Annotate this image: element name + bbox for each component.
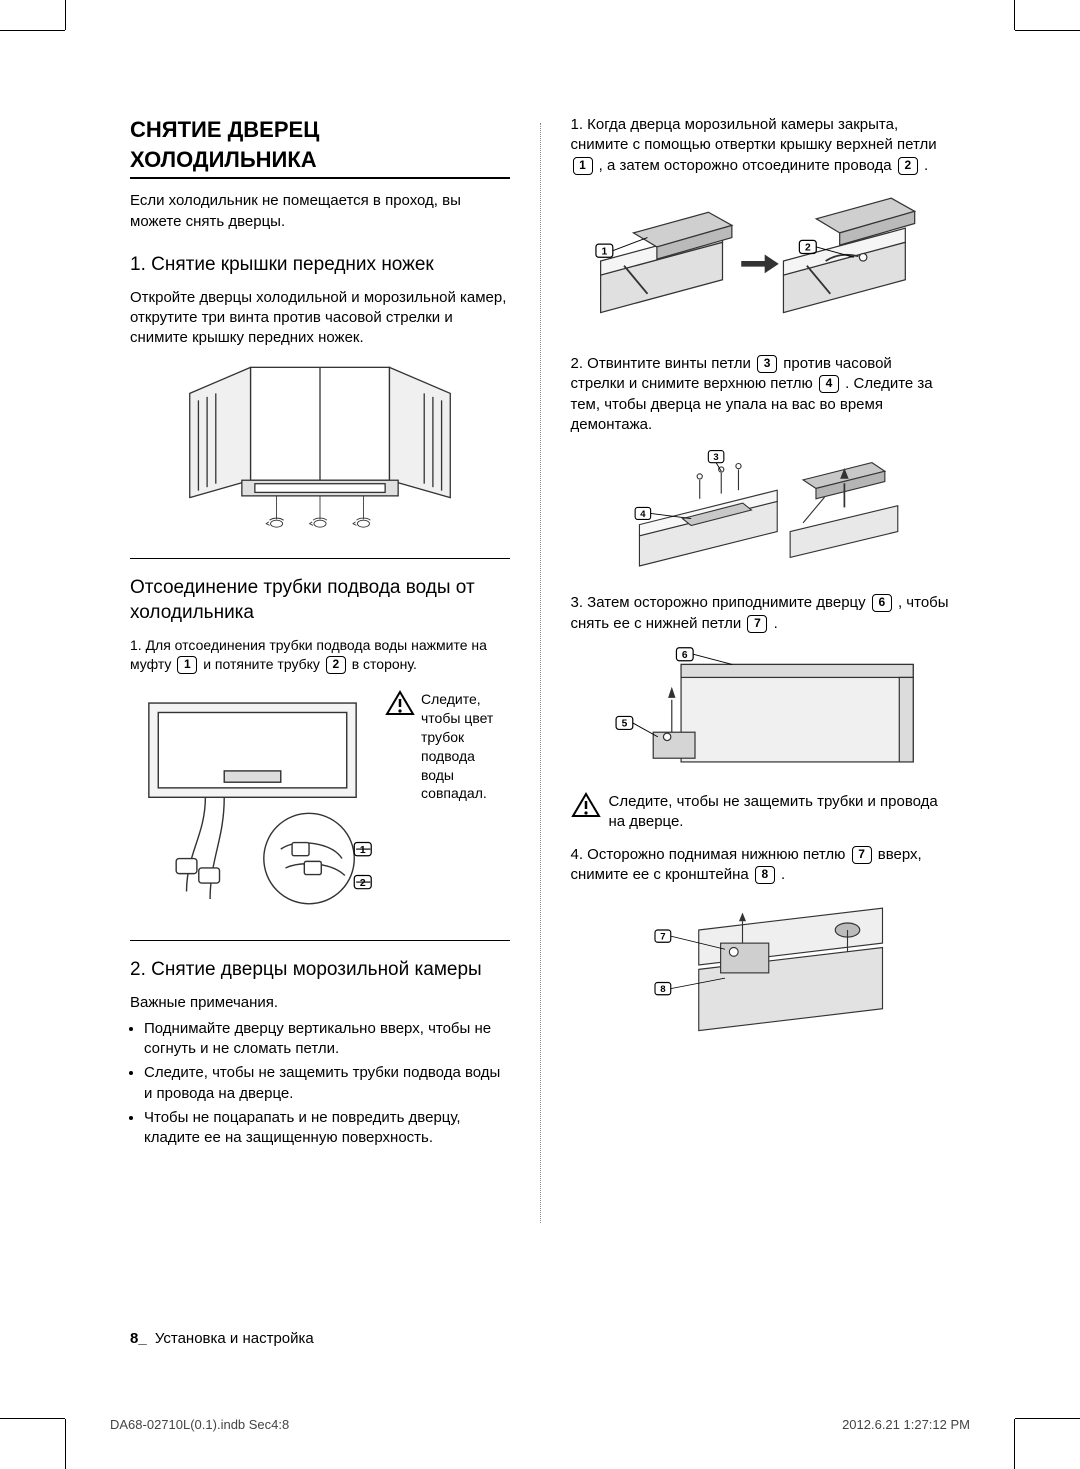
left-column: СНЯТИЕ ДВЕРЕЦ ХОЛОДИЛЬНИКА Если холодиль… (130, 115, 510, 1369)
main-title: СНЯТИЕ ДВЕРЕЦ ХОЛОДИЛЬНИКА (130, 115, 510, 179)
diagram-hinge-cover: 1 2 (571, 186, 951, 342)
right-step1: 1. Когда дверца морозильной камеры закры… (571, 115, 951, 176)
text: . (924, 157, 928, 174)
text: 2. Отвинтите винты петли (571, 355, 756, 372)
warning-text: Следите, чтобы не защемить трубки и пров… (609, 792, 951, 833)
water-title: Отсоединение трубки подвода воды от холо… (130, 575, 510, 626)
section2-bullets: Поднимайте дверцу вертикально вверх, что… (130, 1019, 510, 1149)
text: . (774, 615, 778, 632)
section2-title: 2. Снятие дверцы морозильной камеры (130, 957, 510, 983)
svg-text:7: 7 (660, 932, 665, 943)
svg-text:3: 3 (714, 452, 719, 463)
warning-icon (385, 690, 415, 716)
callout-1: 1 (573, 157, 593, 175)
bullet-item: Чтобы не поцарапать и не повредить дверц… (144, 1108, 510, 1149)
callout-2: 2 (326, 656, 346, 674)
text: 3. Затем осторожно приподнимите дверцу (571, 594, 870, 611)
svg-text:4: 4 (640, 509, 646, 520)
column-separator (540, 123, 541, 1223)
divider (130, 558, 510, 559)
callout-8: 8 (755, 866, 775, 884)
section1-desc: Откройте дверцы холодильной и морозильно… (130, 288, 510, 349)
callout-3: 3 (757, 355, 777, 373)
callout-7: 7 (747, 615, 767, 633)
diagram-top-hinge: 3 4 (571, 445, 951, 581)
svg-text:2: 2 (360, 878, 366, 889)
diagram-front-legs (130, 358, 510, 539)
text: и потяните трубку (203, 656, 324, 672)
warning-icon (571, 792, 601, 818)
water-warning: Следите, чтобы цвет трубок подвода воды … (421, 690, 505, 803)
crop-mark (1015, 30, 1080, 31)
section2-note: Важные примечания. (130, 993, 510, 1013)
svg-text:1: 1 (602, 246, 608, 257)
diagram-bottom-hinge: 7 8 (571, 895, 951, 1041)
crop-mark (0, 1418, 65, 1419)
crop-mark (65, 0, 66, 30)
page-number: 8_ (130, 1330, 147, 1347)
callout-7: 7 (852, 846, 872, 864)
svg-text:8: 8 (660, 984, 666, 995)
crop-mark (1015, 1418, 1080, 1419)
right-warning: Следите, чтобы не защемить трубки и пров… (571, 792, 951, 833)
water-step1: 1. Для отсоединения трубки подвода воды … (130, 636, 510, 674)
svg-text:6: 6 (682, 650, 688, 661)
crop-mark (1014, 1419, 1015, 1469)
text: в сторону. (352, 656, 417, 672)
print-footer-left: DA68-02710L(0.1).indb Sec4:8 (110, 1416, 289, 1434)
crop-mark (65, 1419, 66, 1469)
callout-2: 2 (898, 157, 918, 175)
text: , а затем осторожно отсоедините провода (599, 157, 896, 174)
svg-text:5: 5 (622, 718, 628, 729)
bullet-item: Следите, чтобы не защемить трубки подвод… (144, 1063, 510, 1104)
divider (130, 940, 510, 941)
crop-mark (1014, 0, 1015, 30)
section1-title: 1. Снятие крышки передних ножек (130, 252, 510, 278)
print-footer-right: 2012.6.21 1:27:12 PM (842, 1416, 970, 1434)
callout-1: 1 (177, 656, 197, 674)
diagram-lift-door: 6 5 (571, 644, 951, 780)
diagram-water-tube: 1 2 Следите, чтобы цвет трубок подвода в… (130, 682, 510, 922)
right-step3: 3. Затем осторожно приподнимите дверцу 6… (571, 593, 951, 634)
text: 1. Когда дверца морозильной камеры закры… (571, 116, 937, 153)
svg-text:2: 2 (805, 242, 811, 253)
right-column: 1. Когда дверца морозильной камеры закры… (571, 115, 951, 1369)
text: . (781, 866, 785, 883)
text: 4. Осторожно поднимая нижнюю петлю (571, 846, 850, 863)
footer-section: Установка и настройка (155, 1330, 314, 1347)
page-footer: 8_ Установка и настройка (130, 1329, 314, 1349)
bullet-item: Поднимайте дверцу вертикально вверх, что… (144, 1019, 510, 1060)
callout-6: 6 (872, 594, 892, 612)
intro-text: Если холодильник не помещается в проход,… (130, 191, 510, 232)
right-step2: 2. Отвинтите винты петли 3 против часово… (571, 354, 951, 435)
crop-mark (0, 30, 65, 31)
callout-4: 4 (819, 375, 839, 393)
right-step4: 4. Осторожно поднимая нижнюю петлю 7 вве… (571, 845, 951, 886)
svg-text:1: 1 (360, 845, 366, 856)
